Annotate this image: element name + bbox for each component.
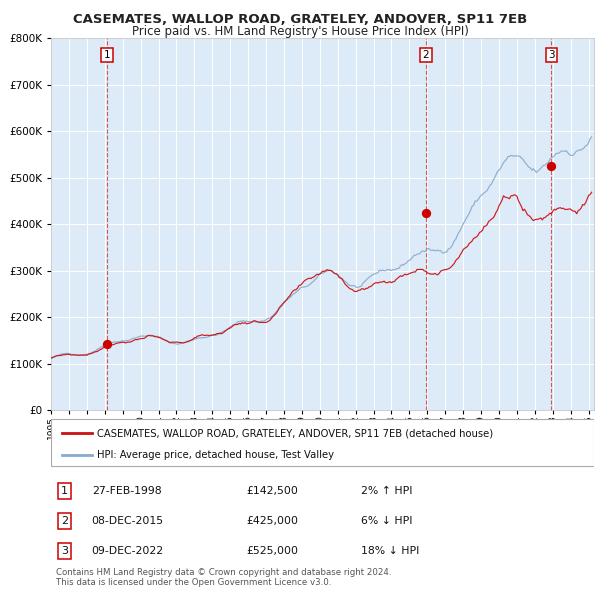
Text: £142,500: £142,500 <box>247 486 298 496</box>
Text: 08-DEC-2015: 08-DEC-2015 <box>92 516 164 526</box>
Text: £525,000: £525,000 <box>247 546 298 556</box>
Text: This data is licensed under the Open Government Licence v3.0.: This data is licensed under the Open Gov… <box>56 578 332 587</box>
Point <box>102 339 112 349</box>
FancyBboxPatch shape <box>51 419 594 466</box>
Text: HPI: Average price, detached house, Test Valley: HPI: Average price, detached house, Test… <box>97 450 334 460</box>
Text: 27-FEB-1998: 27-FEB-1998 <box>92 486 161 496</box>
Text: 3: 3 <box>548 50 554 60</box>
Text: 1: 1 <box>104 50 110 60</box>
Text: 6% ↓ HPI: 6% ↓ HPI <box>361 516 412 526</box>
Text: 18% ↓ HPI: 18% ↓ HPI <box>361 546 419 556</box>
Text: 3: 3 <box>61 546 68 556</box>
Text: Price paid vs. HM Land Registry's House Price Index (HPI): Price paid vs. HM Land Registry's House … <box>131 25 469 38</box>
Text: 09-DEC-2022: 09-DEC-2022 <box>92 546 164 556</box>
Point <box>547 162 556 171</box>
Text: £425,000: £425,000 <box>247 516 298 526</box>
Text: 2% ↑ HPI: 2% ↑ HPI <box>361 486 412 496</box>
Text: Contains HM Land Registry data © Crown copyright and database right 2024.: Contains HM Land Registry data © Crown c… <box>56 568 392 577</box>
Text: 2: 2 <box>61 516 68 526</box>
Point <box>421 208 431 217</box>
Text: CASEMATES, WALLOP ROAD, GRATELEY, ANDOVER, SP11 7EB: CASEMATES, WALLOP ROAD, GRATELEY, ANDOVE… <box>73 13 527 26</box>
Text: 2: 2 <box>422 50 429 60</box>
Text: 1: 1 <box>61 486 68 496</box>
Text: CASEMATES, WALLOP ROAD, GRATELEY, ANDOVER, SP11 7EB (detached house): CASEMATES, WALLOP ROAD, GRATELEY, ANDOVE… <box>97 428 493 438</box>
